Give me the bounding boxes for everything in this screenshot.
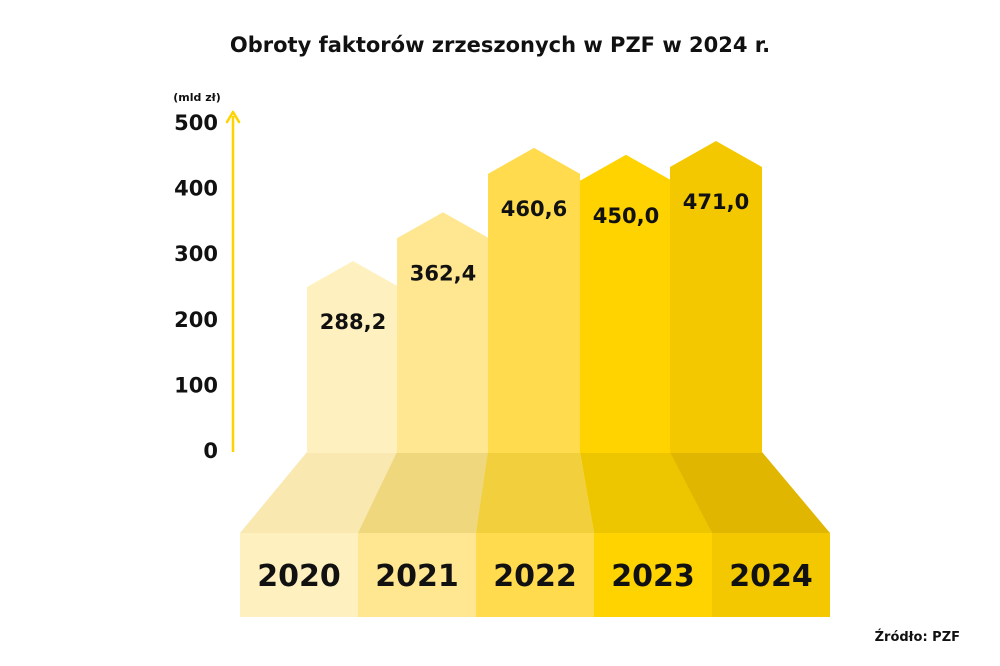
bar [670, 141, 762, 454]
bar-floor-ramp [240, 452, 399, 533]
y-axis-arrowhead [225, 110, 241, 124]
data-label: 460,6 [501, 197, 567, 221]
bar-base [476, 533, 594, 617]
bar [488, 147, 580, 453]
y-tick-label: 300 [174, 242, 218, 266]
data-label: 471,0 [683, 190, 749, 214]
bar-floor-ramp [476, 452, 594, 533]
bar-floor-ramp [358, 452, 489, 533]
y-axis-unit-label: (mld zł) [173, 91, 220, 104]
x-tick-label: 2024 [729, 559, 813, 594]
chart-title: Obroty faktorów zrzeszonych w PZF w 2024… [230, 33, 770, 57]
bar [307, 260, 399, 453]
y-tick-label: 0 [203, 439, 218, 463]
data-label: 450,0 [593, 204, 659, 228]
x-tick-label: 2023 [611, 559, 695, 594]
x-tick-label: 2022 [493, 559, 577, 594]
y-tick-label: 100 [174, 373, 218, 397]
x-tick-label: 2021 [375, 559, 459, 594]
y-tick-label: 200 [174, 308, 218, 332]
bar-base [358, 533, 476, 617]
y-tick-label: 400 [174, 177, 218, 201]
bar-floor-ramp [670, 452, 830, 533]
bar-base [240, 533, 358, 617]
source-note: Źródło: PZF [875, 629, 960, 645]
x-tick-label: 2020 [257, 559, 341, 594]
bar [580, 154, 672, 454]
bar-base [712, 533, 830, 617]
bar-base [594, 533, 712, 617]
y-tick-label: 500 [174, 111, 218, 135]
bar [397, 212, 489, 453]
bar-floor-ramp [580, 452, 712, 533]
data-label: 362,4 [410, 261, 476, 285]
data-label: 288,2 [320, 310, 386, 334]
